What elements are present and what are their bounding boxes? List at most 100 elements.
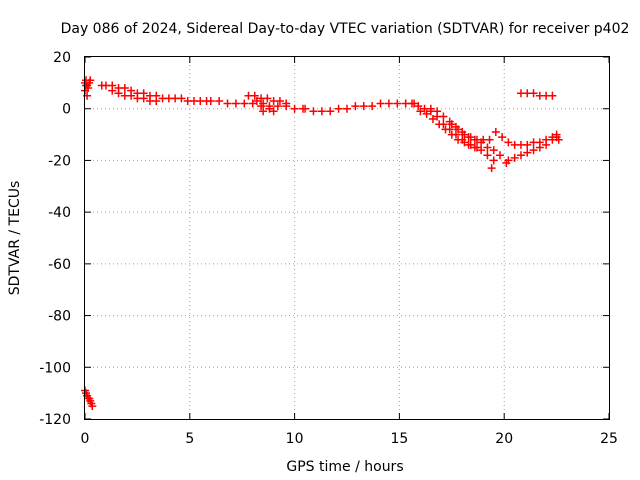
data-point	[472, 143, 481, 152]
data-point	[466, 140, 475, 149]
data-point	[491, 127, 500, 136]
data-point	[516, 151, 525, 160]
data-point	[309, 107, 318, 116]
data-point	[487, 164, 496, 173]
y-axis-label: SDTVAR / TECUs	[7, 181, 23, 296]
y-tick-label: -40	[48, 205, 71, 221]
data-point	[231, 99, 240, 108]
data-point	[447, 130, 456, 139]
data-point	[477, 146, 486, 155]
data-point	[359, 102, 368, 111]
data-point	[483, 143, 492, 152]
data-point	[498, 133, 507, 142]
y-tick-label: -120	[39, 412, 71, 428]
chart-title: Day 086 of 2024, Sidereal Day-to-day VTE…	[61, 21, 630, 37]
data-point	[215, 96, 224, 105]
data-point	[368, 102, 377, 111]
data-point	[223, 99, 232, 108]
data-point	[177, 94, 186, 103]
data-point	[343, 104, 351, 113]
data-point	[152, 96, 161, 105]
x-tick-label: 20	[495, 431, 513, 447]
data-point	[275, 96, 284, 105]
data-point	[414, 102, 423, 111]
series-arc-h	[426, 104, 511, 168]
x-tick-label: 0	[81, 431, 90, 447]
data-point	[554, 135, 563, 144]
data-point	[376, 99, 385, 108]
data-point	[259, 99, 268, 108]
x-tick-label: 25	[600, 431, 618, 447]
data-point	[548, 91, 557, 100]
data-point	[416, 107, 425, 116]
series-arc-l	[516, 89, 557, 100]
data-point	[273, 102, 282, 111]
y-tick-label: 20	[53, 50, 71, 66]
series-arc-i	[447, 120, 494, 144]
data-point	[407, 99, 416, 108]
data-point	[269, 107, 278, 116]
data-point	[428, 115, 437, 124]
data-point	[301, 104, 310, 113]
data-point	[460, 130, 469, 139]
data-point	[422, 109, 431, 118]
axis-ticks: 0 5 10 15 20 25 -120 -100 -80 -60 -40 -20 0 20	[39, 50, 618, 447]
data-point	[535, 143, 544, 152]
data-point	[88, 402, 97, 411]
series-arc-g	[416, 107, 481, 152]
series-arc-f	[407, 99, 498, 173]
data-point	[351, 102, 360, 111]
data-point	[496, 151, 505, 160]
data-point	[483, 151, 492, 160]
series-arc-j	[491, 127, 561, 149]
x-axis-label: GPS time / hours	[286, 459, 403, 475]
data-points	[81, 76, 563, 411]
data-point	[435, 120, 444, 129]
data-point	[504, 156, 513, 165]
data-point	[454, 125, 463, 134]
data-point	[439, 112, 448, 121]
data-point	[447, 120, 456, 129]
data-point	[139, 94, 148, 103]
series-arc-e	[301, 99, 419, 116]
data-point	[523, 140, 532, 149]
data-point	[433, 107, 442, 116]
data-point	[248, 99, 257, 108]
series-outliers	[81, 386, 97, 411]
x-tick-label: 10	[286, 431, 304, 447]
data-point	[114, 89, 123, 98]
data-point	[317, 107, 326, 116]
x-tick-label: 5	[185, 431, 194, 447]
data-point	[489, 146, 498, 155]
data-point	[259, 107, 268, 116]
data-point	[460, 138, 469, 147]
data-point	[510, 153, 519, 162]
data-point	[529, 89, 538, 98]
y-tick-label: -100	[39, 360, 71, 376]
data-point	[485, 135, 494, 144]
data-point	[384, 99, 393, 108]
data-point	[290, 104, 299, 113]
data-point	[120, 84, 129, 93]
data-point	[252, 96, 261, 105]
data-point	[250, 91, 259, 100]
data-point	[282, 99, 291, 108]
data-point	[206, 96, 215, 105]
series-start	[81, 76, 95, 100]
data-point	[127, 91, 136, 100]
data-point	[265, 104, 274, 113]
grid	[85, 57, 609, 419]
data-point	[466, 133, 475, 142]
data-point	[454, 135, 463, 144]
series-arc-k	[504, 130, 563, 165]
data-point	[108, 86, 117, 95]
data-point	[263, 94, 272, 103]
data-point	[334, 104, 343, 113]
data-point	[82, 81, 91, 90]
data-point	[240, 99, 249, 108]
data-point	[393, 99, 402, 108]
data-point	[426, 104, 435, 113]
data-point	[86, 76, 95, 85]
y-tick-label: 0	[62, 102, 71, 118]
